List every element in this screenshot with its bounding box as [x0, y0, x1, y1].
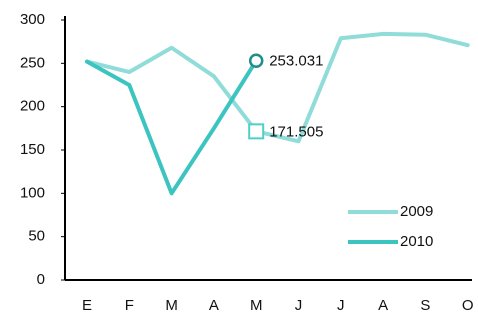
- x-tick-label: J: [295, 297, 303, 314]
- y-tick-label: 200: [20, 98, 45, 115]
- series-line: [85, 58, 259, 196]
- x-tick-label: A: [209, 297, 219, 314]
- y-tick-label: 100: [20, 184, 45, 201]
- x-tick-label: A: [378, 297, 388, 314]
- legend-label: 2010: [400, 233, 433, 250]
- x-tick-label: F: [125, 297, 134, 314]
- series-line: [85, 31, 470, 144]
- point-marker: [248, 123, 265, 140]
- point-marker: [248, 53, 264, 68]
- y-tick-label: 50: [28, 228, 45, 245]
- data-label: 171.505: [269, 123, 323, 140]
- x-tick-label: E: [82, 297, 92, 314]
- x-tick-label: M: [165, 297, 178, 314]
- x-tick-label: J: [337, 297, 345, 314]
- data-label: 253.031: [269, 53, 323, 70]
- y-tick-label: 300: [20, 11, 45, 28]
- x-tick-label: S: [420, 297, 430, 314]
- y-tick-label: 150: [20, 141, 45, 158]
- y-tick-label: 0: [37, 271, 45, 288]
- x-tick-label: O: [462, 297, 474, 314]
- y-tick-label: 250: [20, 54, 45, 71]
- x-tick-label: M: [250, 297, 263, 314]
- legend-label: 2009: [400, 203, 433, 220]
